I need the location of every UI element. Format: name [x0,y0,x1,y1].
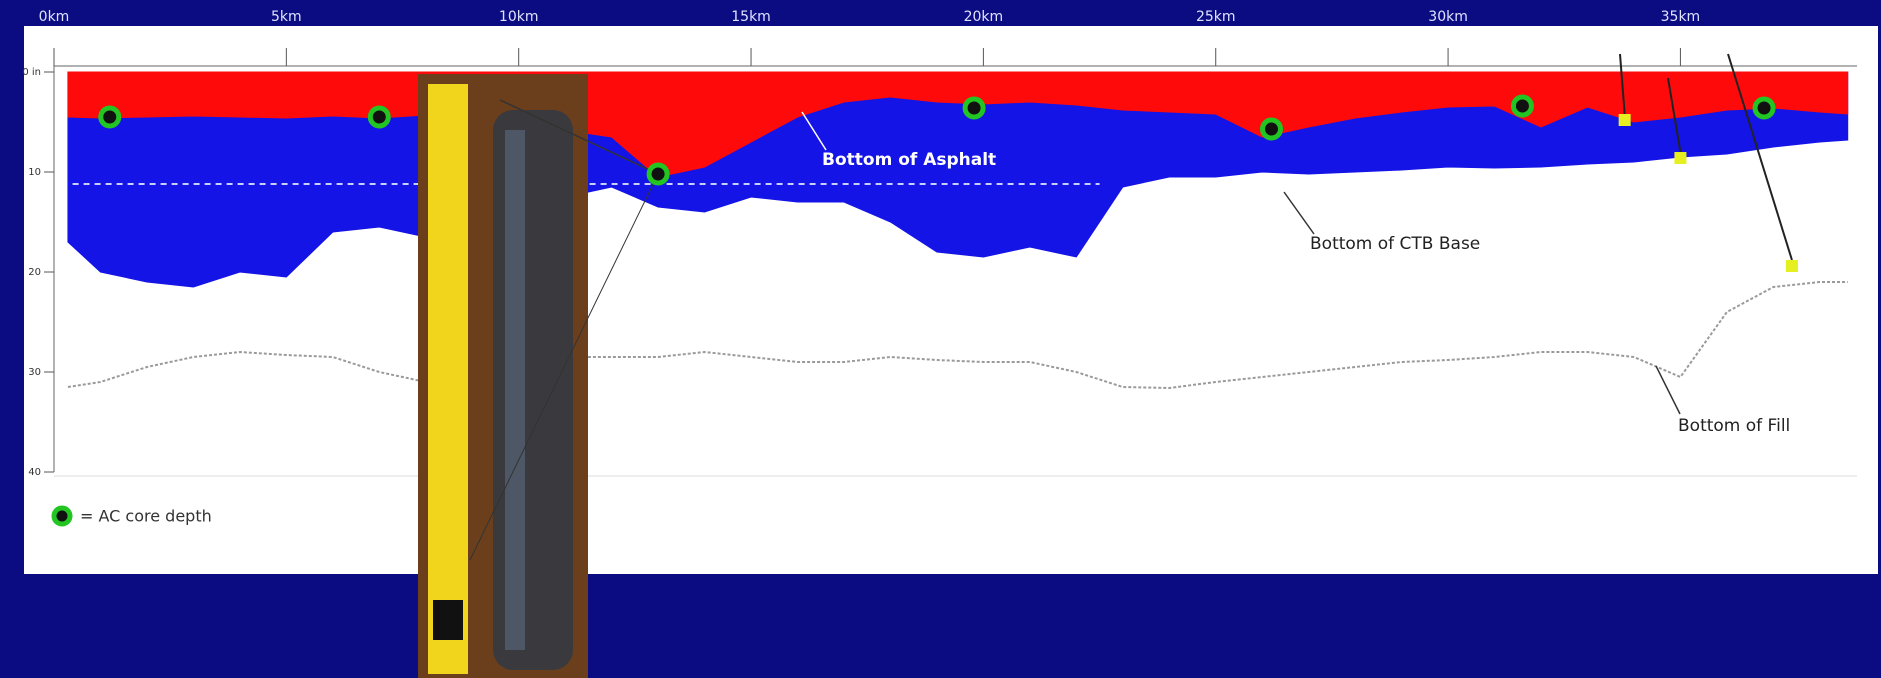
chart: 0km 5km 10km 15km 20km 25km 30km 35km 0 in 10 20 30… [0,0,1881,678]
core-point [1513,97,1531,115]
marker-point [1674,152,1686,164]
y-tick-label: 10 [28,167,41,178]
legend-label: = AC core depth [80,507,212,526]
page: 0km 5km 10km 15km 20km 25km 30km 35km 0 in 10 20 30… [0,0,1881,678]
core-photo [418,74,588,678]
y-tick-label: 40 [28,467,41,478]
core-point [965,99,983,117]
x-tick-label: 20km [964,9,1004,25]
core-point [370,108,388,126]
annotation: Bottom of Asphalt [822,150,996,170]
x-tick-label: 15km [731,9,771,25]
y-tick-label: 30 [28,367,41,378]
x-tick-label: 25km [1196,9,1236,25]
x-tick-label: 10km [499,9,539,25]
marker-point [1786,260,1798,272]
annotation: Bottom of CTB Base [1310,234,1480,254]
core-point [649,165,667,183]
core-point [1262,120,1280,138]
x-tick-label: 30km [1428,9,1468,25]
tape-end [433,600,463,640]
x-tick-label: 0km [39,9,70,25]
core-highlight [505,130,525,650]
annotation: Bottom of Fill [1678,416,1790,436]
y-tick-label: 20 [28,267,41,278]
marker-point [1619,114,1631,126]
x-tick-label: 35km [1661,9,1701,25]
core-point [1755,99,1773,117]
y-tick-label: 0 in [22,67,41,78]
tape-measure [428,84,468,674]
x-tick-label: 5km [271,9,302,25]
core-point [101,108,119,126]
legend-swatch [54,508,70,524]
